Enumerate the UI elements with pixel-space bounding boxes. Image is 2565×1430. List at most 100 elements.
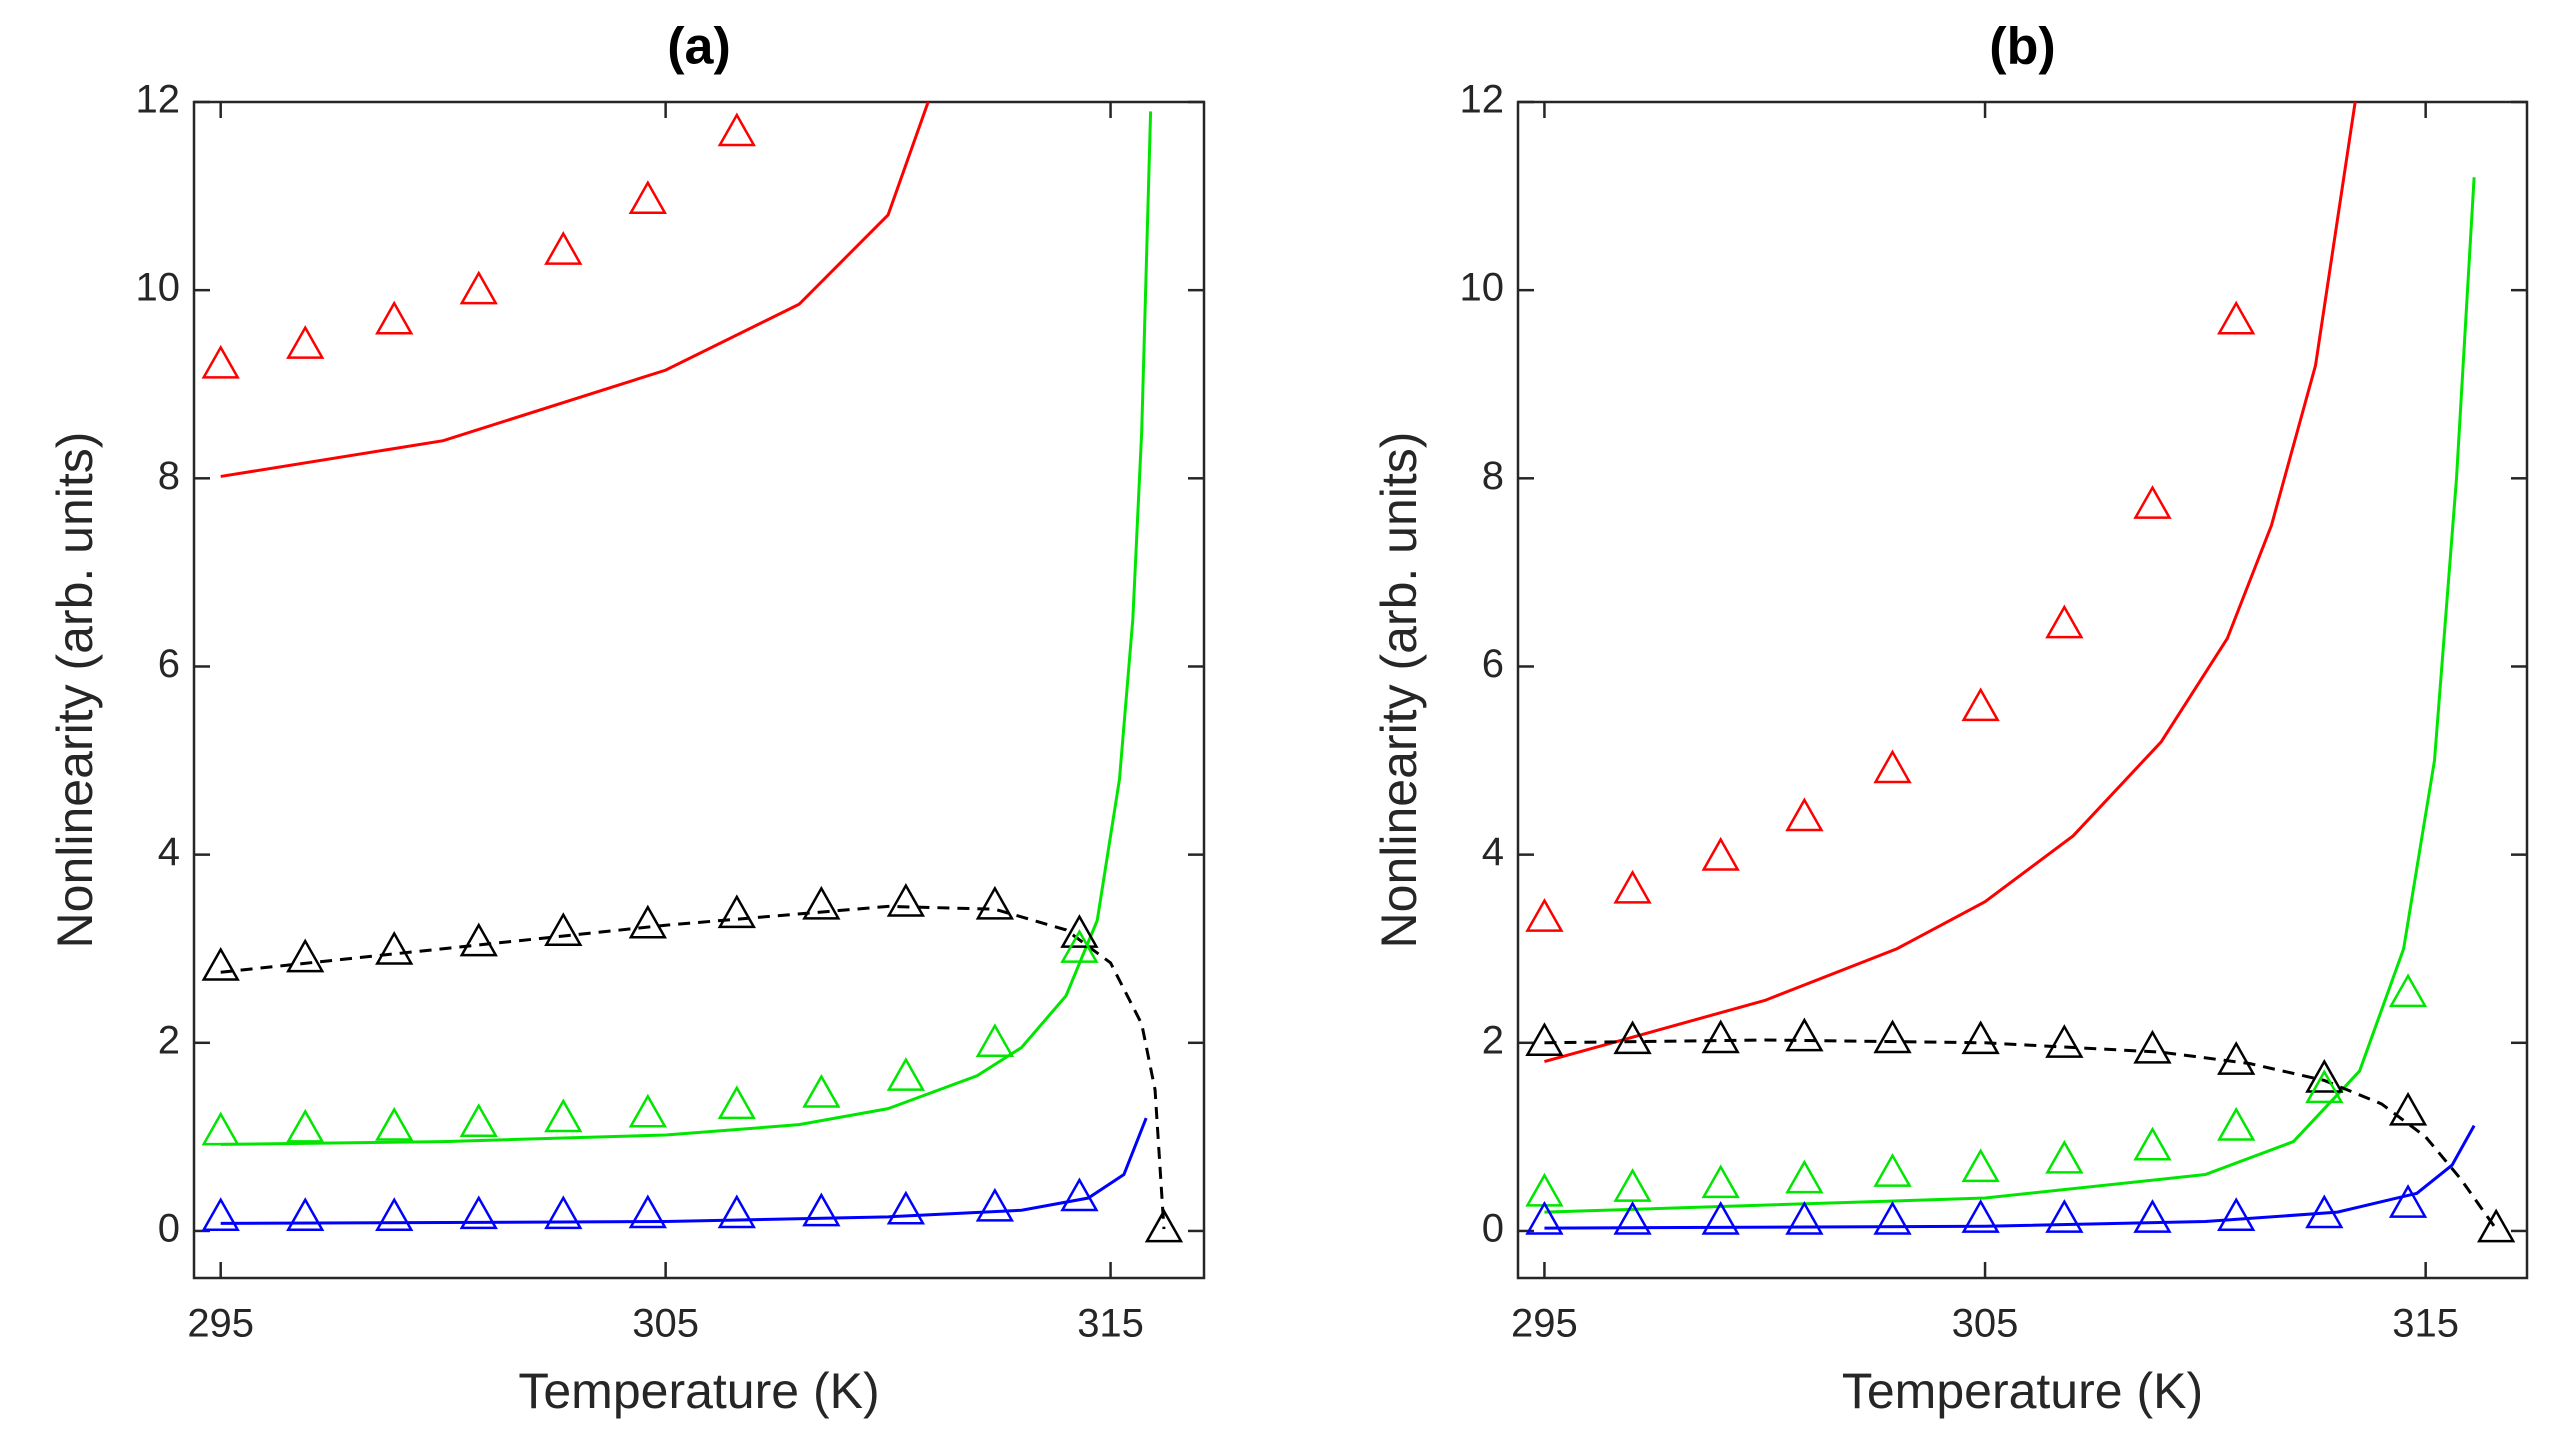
triangle-marker bbox=[2217, 1197, 2256, 1232]
y-tick-label: 12 bbox=[136, 78, 181, 122]
triangle-marker bbox=[544, 912, 583, 946]
triangle-marker bbox=[717, 894, 756, 929]
triangle-marker bbox=[459, 270, 498, 305]
triangle-marker bbox=[802, 1192, 841, 1227]
triangle-marker bbox=[544, 1195, 583, 1230]
triangle-marker bbox=[375, 1106, 414, 1141]
triangle-marker bbox=[201, 947, 240, 981]
triangle-marker bbox=[1613, 1168, 1652, 1202]
triangle-marker bbox=[1613, 1201, 1652, 1235]
triangle-marker bbox=[628, 1093, 667, 1128]
chart-title: (b) bbox=[1989, 18, 2055, 76]
triangle-marker bbox=[1060, 1177, 1099, 1212]
y-tick-label: 2 bbox=[1482, 1018, 1504, 1062]
y-tick-label: 6 bbox=[1482, 642, 1504, 686]
x-axis-label: Temperature (K) bbox=[1842, 1363, 2203, 1419]
triangle-marker bbox=[975, 1023, 1015, 1057]
triangle-marker bbox=[802, 885, 841, 920]
y-tick-label: 2 bbox=[158, 1018, 180, 1062]
triangle-marker bbox=[886, 1190, 926, 1225]
triangle-marker bbox=[2388, 973, 2428, 1008]
plot-box bbox=[1516, 100, 2529, 1280]
triangle-marker bbox=[286, 938, 325, 973]
x-tick-label: 315 bbox=[2392, 1302, 2459, 1346]
plot-area bbox=[1544, 102, 2498, 1230]
curve bbox=[220, 904, 1166, 1230]
x-tick-label: 295 bbox=[1511, 1302, 1578, 1346]
triangle-marker bbox=[1785, 797, 1824, 832]
triangle-marker bbox=[2133, 1029, 2172, 1064]
triangle-marker bbox=[1525, 1201, 1564, 1235]
triangle-marker bbox=[459, 922, 498, 957]
triangle-marker bbox=[375, 300, 414, 335]
triangle-marker bbox=[1961, 1148, 2000, 1183]
triangle-marker bbox=[459, 1195, 498, 1230]
triangle-marker bbox=[1785, 1017, 1824, 1052]
triangle-marker bbox=[975, 885, 1015, 920]
y-axis-label: Nonlinearity (arb. units) bbox=[1371, 432, 1427, 949]
y-tick-label: 8 bbox=[158, 454, 180, 498]
triangle-marker bbox=[1961, 687, 2000, 722]
panel: (a) Temperature (K) Nonlinearity (arb. uni… bbox=[47, 18, 1206, 1419]
triangle-marker bbox=[375, 931, 414, 965]
triangle-marker bbox=[1785, 1159, 1824, 1194]
triangle-marker bbox=[286, 1197, 325, 1232]
triangle-marker bbox=[1961, 1199, 2000, 1233]
x-axis-label: Temperature (K) bbox=[518, 1363, 879, 1419]
triangle-marker bbox=[1613, 869, 1652, 904]
triangle-marker bbox=[1060, 914, 1099, 948]
y-tick-label: 12 bbox=[1460, 78, 1505, 122]
triangle-marker bbox=[544, 1098, 583, 1133]
triangle-marker bbox=[1701, 1019, 1740, 1054]
x-tick-label: 295 bbox=[187, 1302, 254, 1346]
triangle-marker bbox=[2388, 1091, 2428, 1126]
triangle-marker bbox=[628, 904, 667, 939]
curve bbox=[220, 111, 1153, 1146]
y-tick-label: 4 bbox=[1482, 830, 1504, 874]
plot-box bbox=[192, 100, 1206, 1280]
triangle-marker bbox=[1873, 1019, 1912, 1054]
triangle-marker bbox=[717, 1194, 756, 1229]
triangle-marker bbox=[2045, 1139, 2084, 1174]
triangle-marker bbox=[1525, 1172, 1564, 1207]
triangle-marker bbox=[2217, 1041, 2256, 1075]
triangle-marker bbox=[1701, 1201, 1740, 1235]
triangle-marker bbox=[2388, 1184, 2428, 1218]
triangle-marker bbox=[1613, 1020, 1652, 1055]
triangle-marker bbox=[544, 231, 583, 265]
curve bbox=[1544, 177, 2476, 1214]
triangle-marker bbox=[1701, 836, 1740, 871]
triangle-marker bbox=[628, 1194, 667, 1229]
triangle-marker bbox=[286, 1108, 325, 1143]
y-axis-label: Nonlinearity (arb. units) bbox=[47, 432, 103, 949]
triangle-marker bbox=[1873, 1201, 1912, 1235]
y-tick-label: 10 bbox=[136, 266, 181, 310]
curve bbox=[1544, 102, 2357, 1064]
triangle-marker bbox=[2217, 300, 2256, 335]
triangle-marker bbox=[717, 112, 756, 147]
triangle-marker bbox=[2045, 1199, 2084, 1233]
x-tick-label: 305 bbox=[1952, 1302, 2019, 1346]
triangle-marker bbox=[1144, 1208, 1184, 1243]
triangle-marker bbox=[2133, 1126, 2172, 1161]
curve bbox=[1544, 1038, 2498, 1230]
triangle-marker bbox=[886, 1057, 926, 1091]
panel: (b) Temperature (K) Nonlinearity (arb. uni… bbox=[1371, 18, 2529, 1419]
triangle-marker bbox=[459, 1103, 498, 1137]
y-tick-label: 0 bbox=[158, 1207, 180, 1251]
plot-area bbox=[220, 102, 1166, 1230]
triangle-marker bbox=[2217, 1106, 2256, 1141]
triangle-marker bbox=[375, 1197, 414, 1232]
triangle-marker bbox=[2305, 1058, 2344, 1093]
triangle-marker bbox=[1873, 749, 1912, 784]
triangle-marker bbox=[286, 325, 325, 359]
triangle-marker bbox=[2133, 485, 2172, 519]
triangle-marker bbox=[1873, 1153, 1912, 1187]
triangle-marker bbox=[2045, 604, 2084, 639]
y-tick-label: 0 bbox=[1482, 1207, 1504, 1251]
triangle-marker bbox=[2045, 1024, 2084, 1058]
triangle-marker bbox=[1701, 1164, 1740, 1199]
triangle-marker bbox=[201, 1111, 240, 1146]
x-tick-label: 305 bbox=[632, 1302, 699, 1346]
